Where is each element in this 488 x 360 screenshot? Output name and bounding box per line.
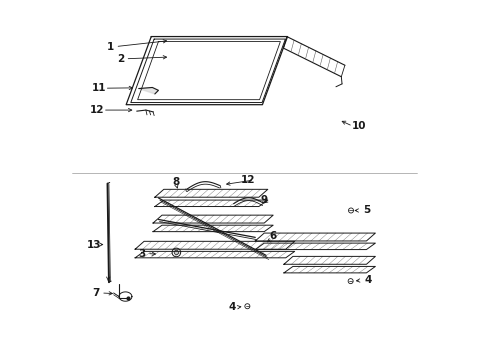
Text: 12: 12 bbox=[90, 105, 104, 115]
Text: 8: 8 bbox=[172, 177, 180, 187]
Polygon shape bbox=[139, 87, 158, 94]
Text: 9: 9 bbox=[260, 195, 267, 205]
Text: 11: 11 bbox=[92, 83, 106, 93]
Text: 2: 2 bbox=[117, 54, 124, 64]
Text: 3: 3 bbox=[139, 248, 145, 258]
Circle shape bbox=[348, 208, 353, 213]
Text: 7: 7 bbox=[92, 288, 99, 298]
Text: 4: 4 bbox=[228, 302, 235, 312]
Text: 13: 13 bbox=[86, 239, 101, 249]
Text: 1: 1 bbox=[106, 42, 113, 51]
Text: 5: 5 bbox=[362, 206, 369, 216]
Circle shape bbox=[347, 279, 352, 284]
Circle shape bbox=[172, 248, 180, 257]
Text: 6: 6 bbox=[269, 231, 276, 240]
Circle shape bbox=[244, 304, 249, 309]
Text: 12: 12 bbox=[241, 175, 255, 185]
Text: 4: 4 bbox=[364, 275, 371, 285]
Text: 10: 10 bbox=[351, 121, 366, 131]
Circle shape bbox=[174, 250, 178, 255]
